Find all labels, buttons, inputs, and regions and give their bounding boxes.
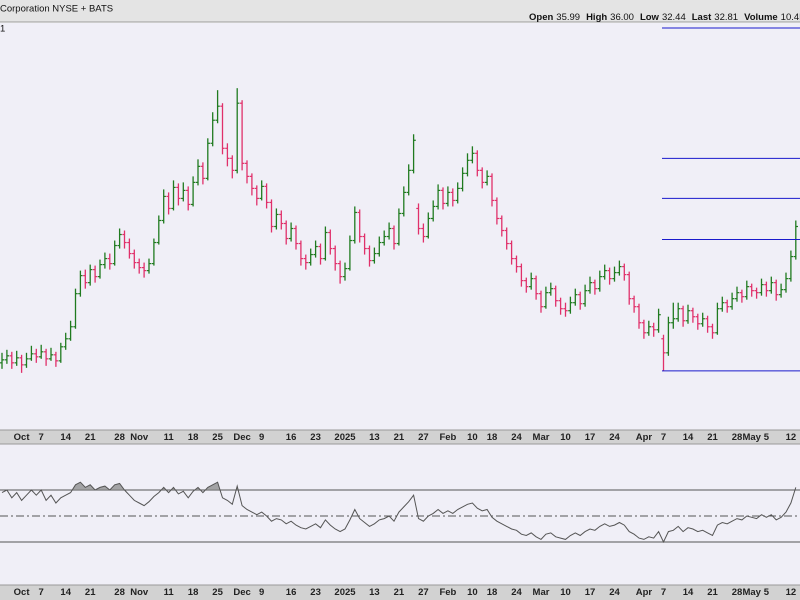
- quote-label: Last: [692, 12, 712, 23]
- x-tick-label: Feb: [439, 587, 456, 598]
- x-tick-label: 7: [661, 587, 666, 598]
- x-tick-label: 21: [85, 432, 96, 443]
- x-tick-label: 23: [310, 432, 321, 443]
- x-tick-label: 5: [764, 432, 770, 443]
- symbol-text: Corporation NYSE + BATS: [0, 4, 113, 15]
- x-tick-label: 21: [707, 587, 718, 598]
- x-tick-label: 16: [286, 432, 297, 443]
- x-tick-label: 28: [114, 432, 125, 443]
- x-tick-label: Nov: [130, 432, 149, 443]
- x-tick-label: 18: [188, 587, 199, 598]
- x-tick-label: 12: [786, 587, 797, 598]
- x-tick-label: 18: [188, 432, 199, 443]
- x-tick-label: Dec: [233, 432, 250, 443]
- x-tick-label: 24: [609, 432, 620, 443]
- quote-value: 10.4M: [781, 12, 800, 23]
- x-tick-label: 24: [511, 587, 522, 598]
- x-tick-label: 13: [369, 432, 380, 443]
- quote-value: 35.99: [556, 12, 580, 23]
- x-tick-label: 7: [39, 432, 44, 443]
- quote-label: Low: [640, 12, 660, 23]
- x-tick-label: 10: [560, 432, 571, 443]
- quote-label: Open: [529, 12, 553, 23]
- quote-label: High: [586, 12, 607, 23]
- x-tick-label: 21: [707, 432, 718, 443]
- x-tick-label: 28: [732, 587, 743, 598]
- x-tick-label: 9: [259, 587, 264, 598]
- x-tick-label: Mar: [533, 587, 550, 598]
- x-tick-label: 21: [394, 587, 405, 598]
- x-tick-label: 7: [661, 432, 666, 443]
- date-band: [0, 585, 800, 600]
- x-tick-label: 28: [114, 587, 125, 598]
- x-tick-label: 14: [60, 432, 71, 443]
- price-panel: [0, 23, 800, 430]
- x-tick-label: 13: [369, 587, 380, 598]
- x-tick-label: May: [742, 432, 761, 443]
- x-tick-label: 12: [786, 432, 797, 443]
- x-tick-label: 14: [683, 587, 694, 598]
- x-tick-label: 24: [609, 587, 620, 598]
- x-tick-label: Oct: [14, 587, 31, 598]
- x-tick-label: 14: [683, 432, 694, 443]
- x-tick-label: 28: [732, 432, 743, 443]
- x-tick-label: 21: [394, 432, 405, 443]
- x-tick-label: Oct: [14, 432, 31, 443]
- x-tick-label: Feb: [439, 432, 456, 443]
- quote-label: Volume: [744, 12, 778, 23]
- header-bar: [0, 0, 800, 22]
- quote-value: 32.81: [714, 12, 738, 23]
- x-tick-label: 27: [418, 587, 429, 598]
- rsi-panel: [0, 444, 800, 585]
- x-tick-label: 11: [164, 432, 175, 443]
- x-tick-label: 2025: [334, 432, 356, 443]
- quote-value: 36.00: [610, 12, 634, 23]
- x-tick-label: 21: [85, 587, 96, 598]
- x-tick-label: 18: [487, 432, 498, 443]
- quote-value: 32.44: [662, 12, 686, 23]
- x-tick-label: 17: [585, 587, 596, 598]
- x-tick-label: 23: [310, 587, 321, 598]
- rsi-fill: [2, 482, 796, 490]
- panel-label: 1: [0, 24, 5, 35]
- x-tick-label: Mar: [533, 432, 550, 443]
- date-band: [0, 430, 800, 444]
- x-tick-label: 24: [511, 432, 522, 443]
- x-tick-label: 7: [39, 587, 44, 598]
- x-tick-label: 9: [259, 432, 264, 443]
- x-tick-label: 10: [467, 587, 478, 598]
- x-tick-label: 18: [487, 587, 498, 598]
- x-tick-label: 10: [560, 587, 571, 598]
- x-tick-label: 2025: [334, 587, 356, 598]
- x-tick-label: 14: [60, 587, 71, 598]
- rsi-line: [1, 481, 797, 544]
- x-tick-label: 16: [286, 587, 297, 598]
- x-tick-label: Apr: [636, 587, 653, 598]
- x-tick-label: 5: [764, 587, 770, 598]
- x-tick-label: 17: [585, 432, 596, 443]
- x-tick-label: May: [742, 587, 761, 598]
- x-tick-label: Dec: [233, 587, 250, 598]
- quote: Open 35.99 High 36.00 Low 32.44 Last 32.81 Volum…: [529, 12, 800, 23]
- x-tick-label: 27: [418, 432, 429, 443]
- x-tick-label: 11: [164, 587, 175, 598]
- x-tick-label: 25: [212, 432, 223, 443]
- x-tick-label: Apr: [636, 432, 653, 443]
- x-tick-label: 25: [212, 587, 223, 598]
- x-tick-label: 10: [467, 432, 478, 443]
- x-tick-label: Nov: [130, 587, 149, 598]
